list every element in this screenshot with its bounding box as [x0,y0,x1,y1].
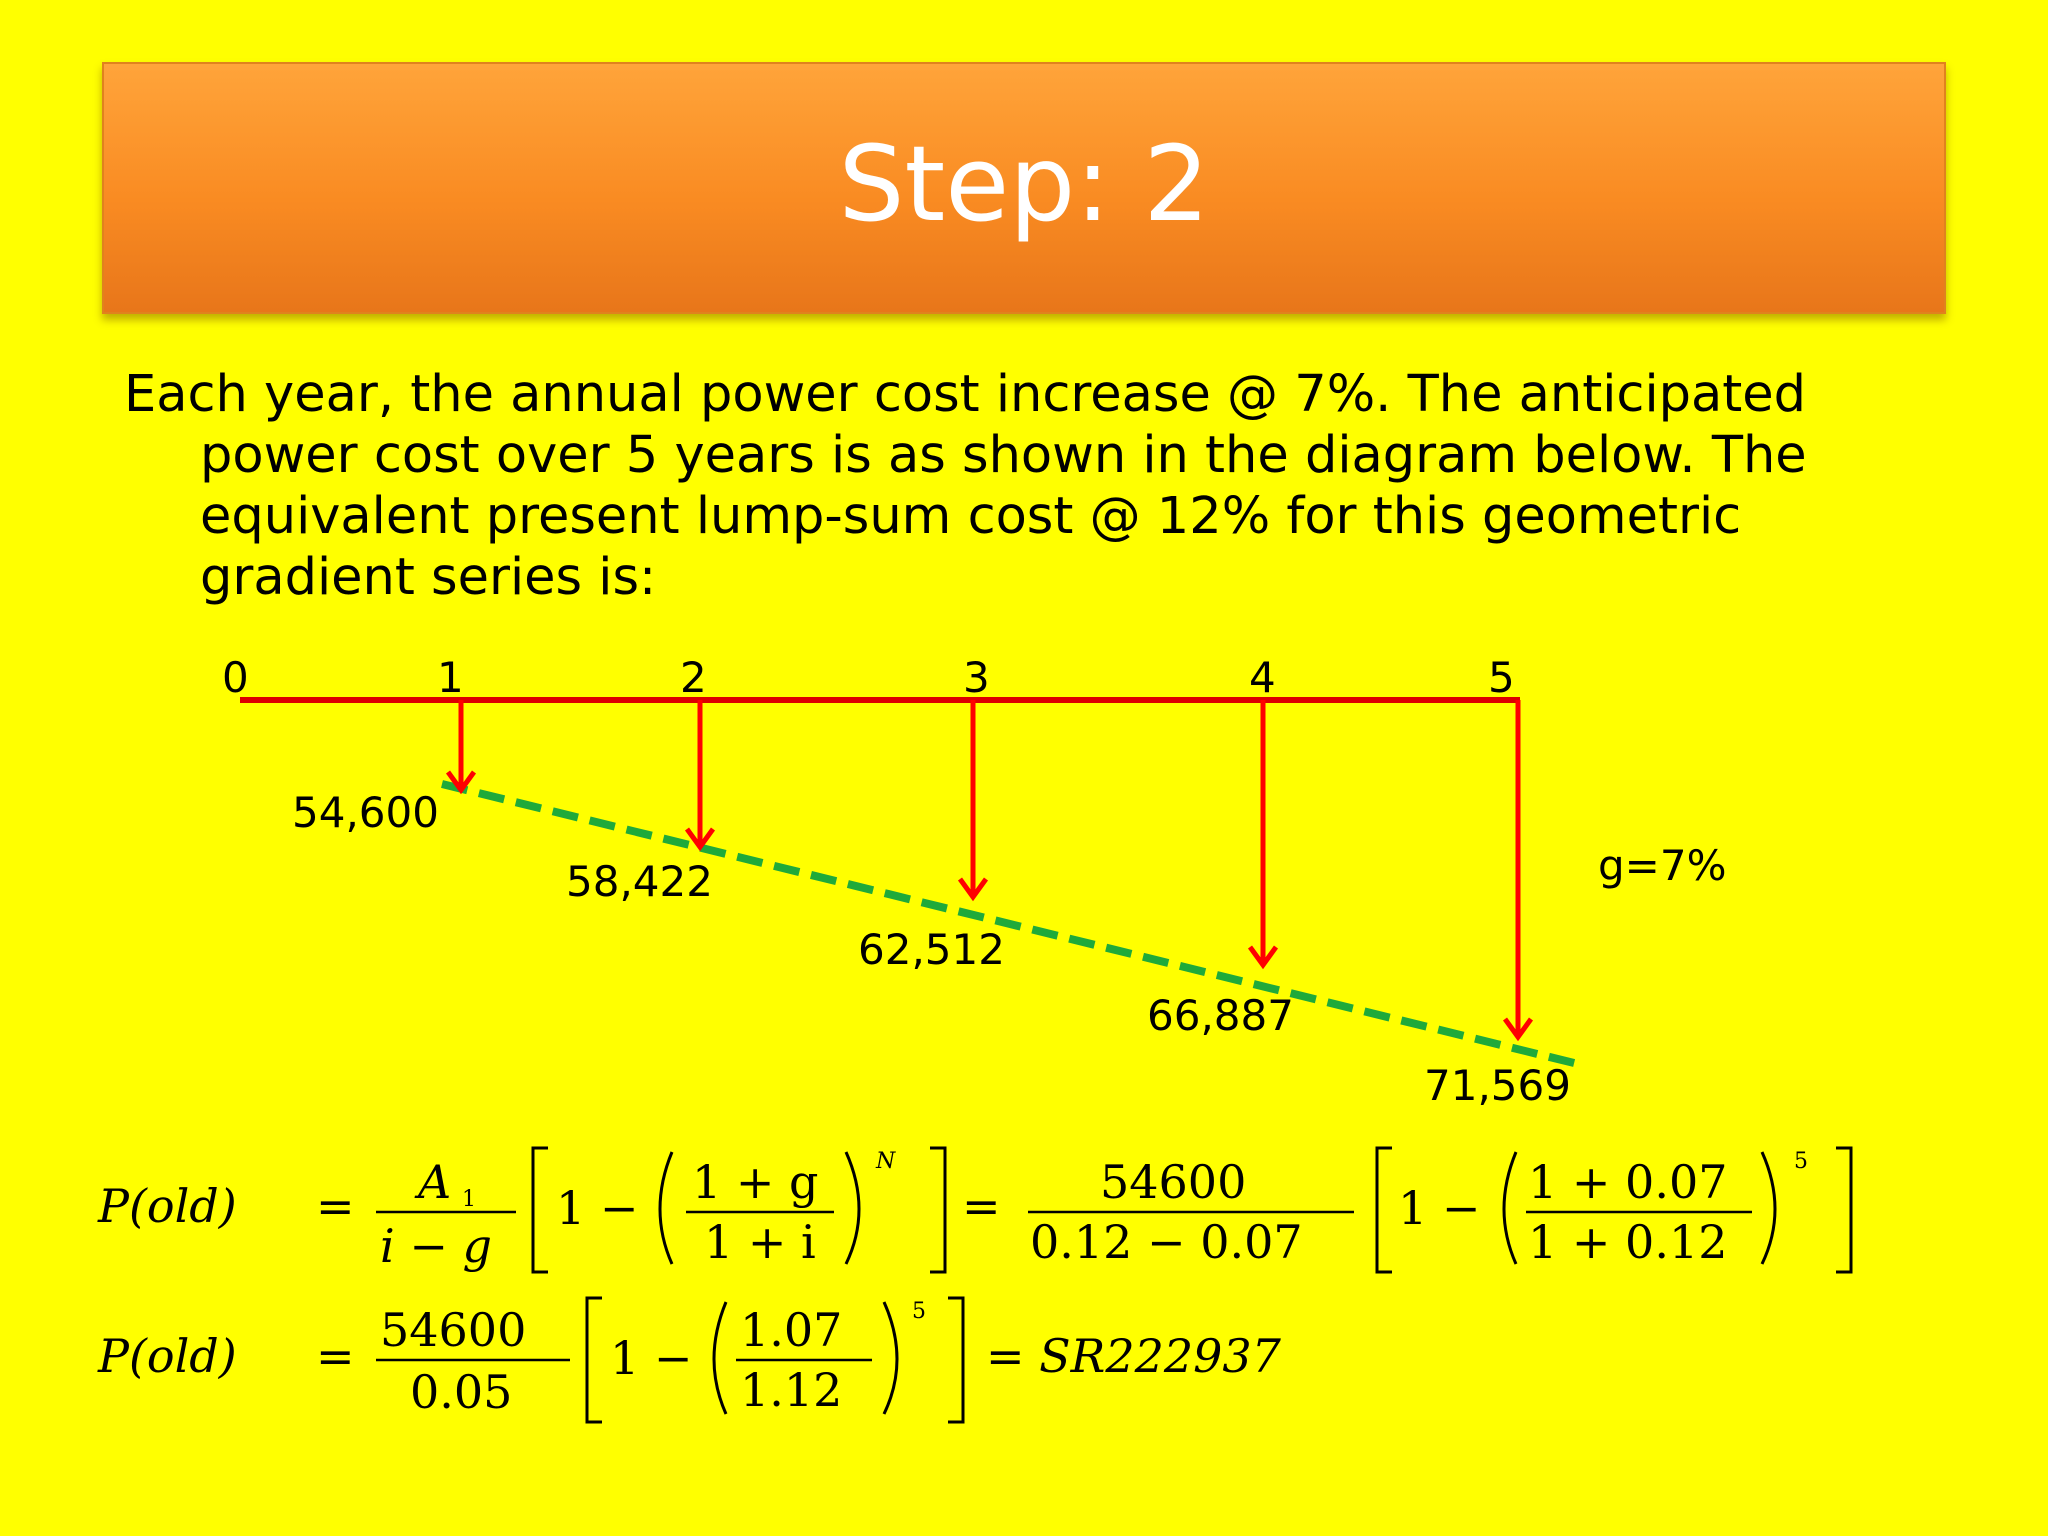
formula2-one-minus: 1 − [610,1331,692,1385]
formula1-value-right-paren [1760,1151,1777,1265]
amount-label-year-5: 71,569 [1424,1061,1571,1110]
cash-flow-arrow-5 [1502,700,1534,1042]
formula1-value-right-bracket [1836,1146,1853,1274]
period-label-2: 2 [680,653,707,702]
problem-statement: Each year, the annual power cost increas… [124,365,1807,607]
formula1-inner-numerator: 1 + g [692,1155,819,1209]
slide-title: Step: 2 [838,123,1210,245]
growth-rate-label: g=7% [1598,841,1726,890]
formula1-right-bracket [930,1146,947,1274]
formula1-equals-2: = [962,1179,1001,1233]
formula2-inner-denominator: 1.12 [740,1363,842,1417]
formula-line-1: P(old) = A 1 i − g 1 − 1 + g 1 + i N = 5… [97,1146,1853,1274]
amount-label-year-4: 66,887 [1147,991,1294,1040]
cash-flow-arrow-1 [445,700,477,795]
formula1-numerator-subscript: 1 [462,1187,476,1212]
formula1-one-minus: 1 − [556,1181,638,1235]
formula2-equals: = [316,1329,355,1383]
formula1-left-paren [658,1151,674,1265]
formula2-right-paren [882,1301,899,1415]
formula1-value-left-bracket [1375,1146,1392,1274]
cash-flow-arrow-4 [1247,700,1279,970]
formula2-numerator: 54600 [380,1303,526,1357]
formula2-inner-numerator: 1.07 [740,1303,842,1357]
formula1-value-denominator: 0.12 − 0.07 [1030,1215,1303,1269]
cash-flow-arrow-2 [684,700,716,852]
formula1-numerator: A [414,1155,451,1209]
formula1-inner-denominator: 1 + i [704,1215,816,1269]
formula1-value-inner-numerator: 1 + 0.07 [1528,1155,1727,1209]
amount-label-year-3: 62,512 [858,925,1005,974]
period-label-1: 1 [437,653,464,702]
formula-line-2: P(old) = 54600 0.05 1 − 1.07 1.12 5 = SR… [97,1296,1282,1424]
period-label-0: 0 [222,653,249,702]
formula1-value-inner-denominator: 1 + 0.12 [1528,1215,1727,1269]
period-label-5: 5 [1488,653,1515,702]
formula2-lhs: P(old) [97,1329,237,1383]
formula2-result: = SR222937 [986,1329,1282,1383]
amount-label-year-2: 58,422 [566,857,713,906]
formula1-exponent: N [875,1149,896,1174]
formula2-exponent: 5 [912,1299,926,1324]
formula2-left-paren [712,1301,728,1415]
period-label-4: 4 [1249,653,1276,702]
formula1-lhs: P(old) [97,1179,237,1233]
formula1-value-one-minus: 1 − [1398,1181,1480,1235]
formula1-value-left-paren [1502,1151,1518,1265]
cash-flow-arrow-3 [957,700,989,902]
formula1-value-exponent: 5 [1794,1149,1808,1174]
formula2-left-bracket [585,1296,602,1424]
title-banner [102,62,1946,314]
formula2-denominator: 0.05 [410,1365,512,1419]
formula1-right-paren [844,1151,861,1265]
amount-label-year-1: 54,600 [292,788,439,837]
period-label-3: 3 [963,653,990,702]
formula2-right-bracket [948,1296,965,1424]
formula1-value-numerator: 54600 [1100,1155,1246,1209]
formula1-left-bracket [531,1146,548,1274]
formula1-denominator: i − g [380,1219,492,1273]
formula1-equals: = [316,1179,355,1233]
gradient-trend-line [441,780,1579,1068]
